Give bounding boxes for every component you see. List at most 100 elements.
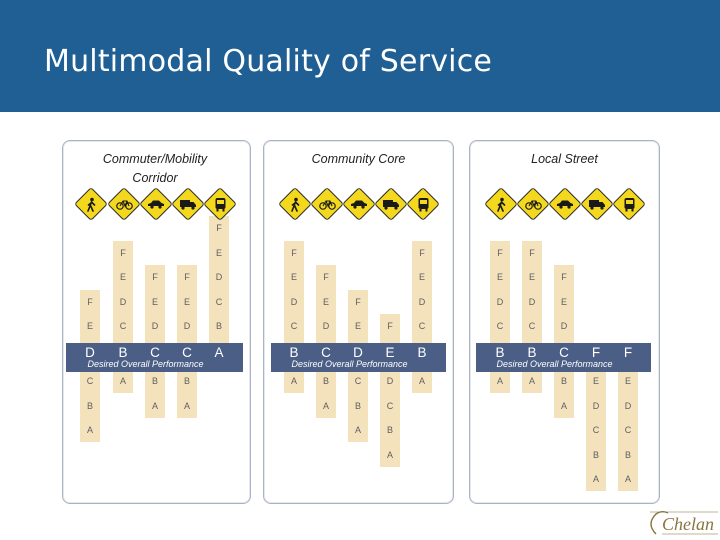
grade-label: E bbox=[119, 272, 126, 282]
grade-label: F bbox=[419, 247, 425, 258]
desired-grade-truck: F bbox=[591, 345, 601, 360]
desired-grade-car: C bbox=[559, 345, 569, 360]
panel-title: Commuter/Mobility Corridor bbox=[102, 152, 208, 185]
grade-label: C bbox=[624, 425, 632, 435]
desired-grade-bus: F bbox=[623, 345, 633, 360]
band-label: Desired Overall Performance bbox=[496, 359, 613, 369]
grade-label: F bbox=[120, 247, 126, 258]
truck-icon bbox=[580, 187, 614, 221]
grade-label: E bbox=[418, 272, 425, 282]
grade-label: A bbox=[418, 376, 425, 386]
grade-label: A bbox=[592, 474, 599, 484]
grade-label: D bbox=[183, 321, 191, 331]
desired-performance-band bbox=[271, 343, 446, 372]
grade-label: D bbox=[418, 296, 426, 307]
grade-column-truck bbox=[586, 343, 606, 491]
grade-label: D bbox=[560, 321, 568, 331]
grade-label: C bbox=[528, 321, 536, 331]
grade-label: F bbox=[561, 272, 567, 282]
pedestrian-icon bbox=[74, 187, 108, 221]
bus-icon bbox=[203, 187, 237, 221]
grade-label: B bbox=[592, 449, 599, 460]
grade-label: B bbox=[215, 321, 222, 331]
panel-title: Local Street bbox=[531, 152, 598, 166]
grade-label: D bbox=[386, 376, 394, 386]
desired-grade-bus: A bbox=[214, 345, 224, 360]
grade-label: A bbox=[354, 425, 361, 435]
grade-label: E bbox=[322, 296, 329, 307]
grade-label: C bbox=[496, 321, 504, 331]
slide-title: Multimodal Quality of Service bbox=[44, 44, 493, 79]
grade-label: E bbox=[560, 296, 567, 307]
grade-label: E bbox=[215, 247, 222, 258]
grade-label: E bbox=[592, 376, 599, 386]
grade-label: A bbox=[119, 376, 126, 386]
band-label: Desired Overall Performance bbox=[291, 359, 408, 369]
grade-label: A bbox=[151, 400, 158, 411]
grade-label: B bbox=[560, 376, 567, 386]
grade-label: F bbox=[529, 247, 535, 258]
car-icon bbox=[139, 187, 173, 221]
grade-label: B bbox=[386, 425, 393, 435]
grade-label: D bbox=[290, 296, 298, 307]
grade-label: F bbox=[87, 296, 93, 307]
grade-label: C bbox=[215, 296, 223, 307]
logo-text: Chelan bbox=[662, 514, 714, 534]
grade-column-truck bbox=[380, 314, 400, 467]
truck-icon bbox=[374, 187, 408, 221]
grade-label: D bbox=[624, 400, 632, 411]
grade-label: B bbox=[183, 376, 190, 386]
desired-grade-bus: B bbox=[417, 345, 427, 360]
desired-performance-band bbox=[476, 343, 651, 372]
grade-label: D bbox=[215, 272, 223, 282]
grade-label: A bbox=[290, 376, 297, 386]
grade-label: E bbox=[354, 321, 361, 331]
grade-label: E bbox=[496, 272, 503, 282]
grade-label: E bbox=[290, 272, 297, 282]
grade-label: E bbox=[528, 272, 535, 282]
band-label: Desired Overall Performance bbox=[87, 359, 204, 369]
grade-label: F bbox=[184, 272, 190, 282]
car-icon bbox=[548, 187, 582, 221]
grade-label: E bbox=[624, 376, 631, 386]
grade-label: E bbox=[151, 296, 158, 307]
grade-label: C bbox=[290, 321, 298, 331]
grade-column-bus bbox=[618, 343, 638, 491]
grade-label: B bbox=[86, 400, 93, 411]
grade-label: F bbox=[497, 247, 503, 258]
grade-label: D bbox=[322, 321, 330, 331]
grade-label: F bbox=[152, 272, 158, 282]
grade-label: B bbox=[354, 400, 361, 411]
desired-grade-bicycle: B bbox=[118, 345, 128, 360]
grade-label: A bbox=[183, 400, 190, 411]
desired-grade-car: D bbox=[353, 345, 363, 360]
bicycle-icon bbox=[107, 187, 141, 221]
grade-label: C bbox=[86, 376, 94, 386]
truck-icon bbox=[171, 187, 205, 221]
desired-grade-truck: C bbox=[182, 345, 192, 360]
bus-icon bbox=[406, 187, 440, 221]
grade-label: A bbox=[496, 376, 503, 386]
grade-label: D bbox=[151, 321, 159, 331]
grade-label: F bbox=[355, 296, 361, 307]
grade-column-bicycle bbox=[316, 265, 336, 418]
desired-grade-truck: E bbox=[385, 345, 395, 360]
desired-grade-pedestrian: B bbox=[495, 345, 505, 360]
bicycle-icon bbox=[310, 187, 344, 221]
grade-label: D bbox=[119, 296, 127, 307]
grade-label: A bbox=[528, 376, 535, 386]
city-logo: Chelan bbox=[650, 511, 718, 535]
bus-icon bbox=[612, 187, 646, 221]
desired-performance-band bbox=[66, 343, 243, 372]
grade-label: C bbox=[418, 321, 426, 331]
grade-column-car bbox=[145, 265, 165, 418]
grade-label: F bbox=[323, 272, 329, 282]
desired-grade-pedestrian: B bbox=[289, 345, 299, 360]
pedestrian-icon bbox=[278, 187, 312, 221]
grade-label: C bbox=[119, 321, 127, 331]
grade-column-bus bbox=[209, 216, 229, 372]
desired-grade-pedestrian: D bbox=[85, 345, 95, 360]
grade-label: C bbox=[592, 425, 600, 435]
grade-label: F bbox=[291, 247, 297, 258]
grade-label: B bbox=[624, 449, 631, 460]
